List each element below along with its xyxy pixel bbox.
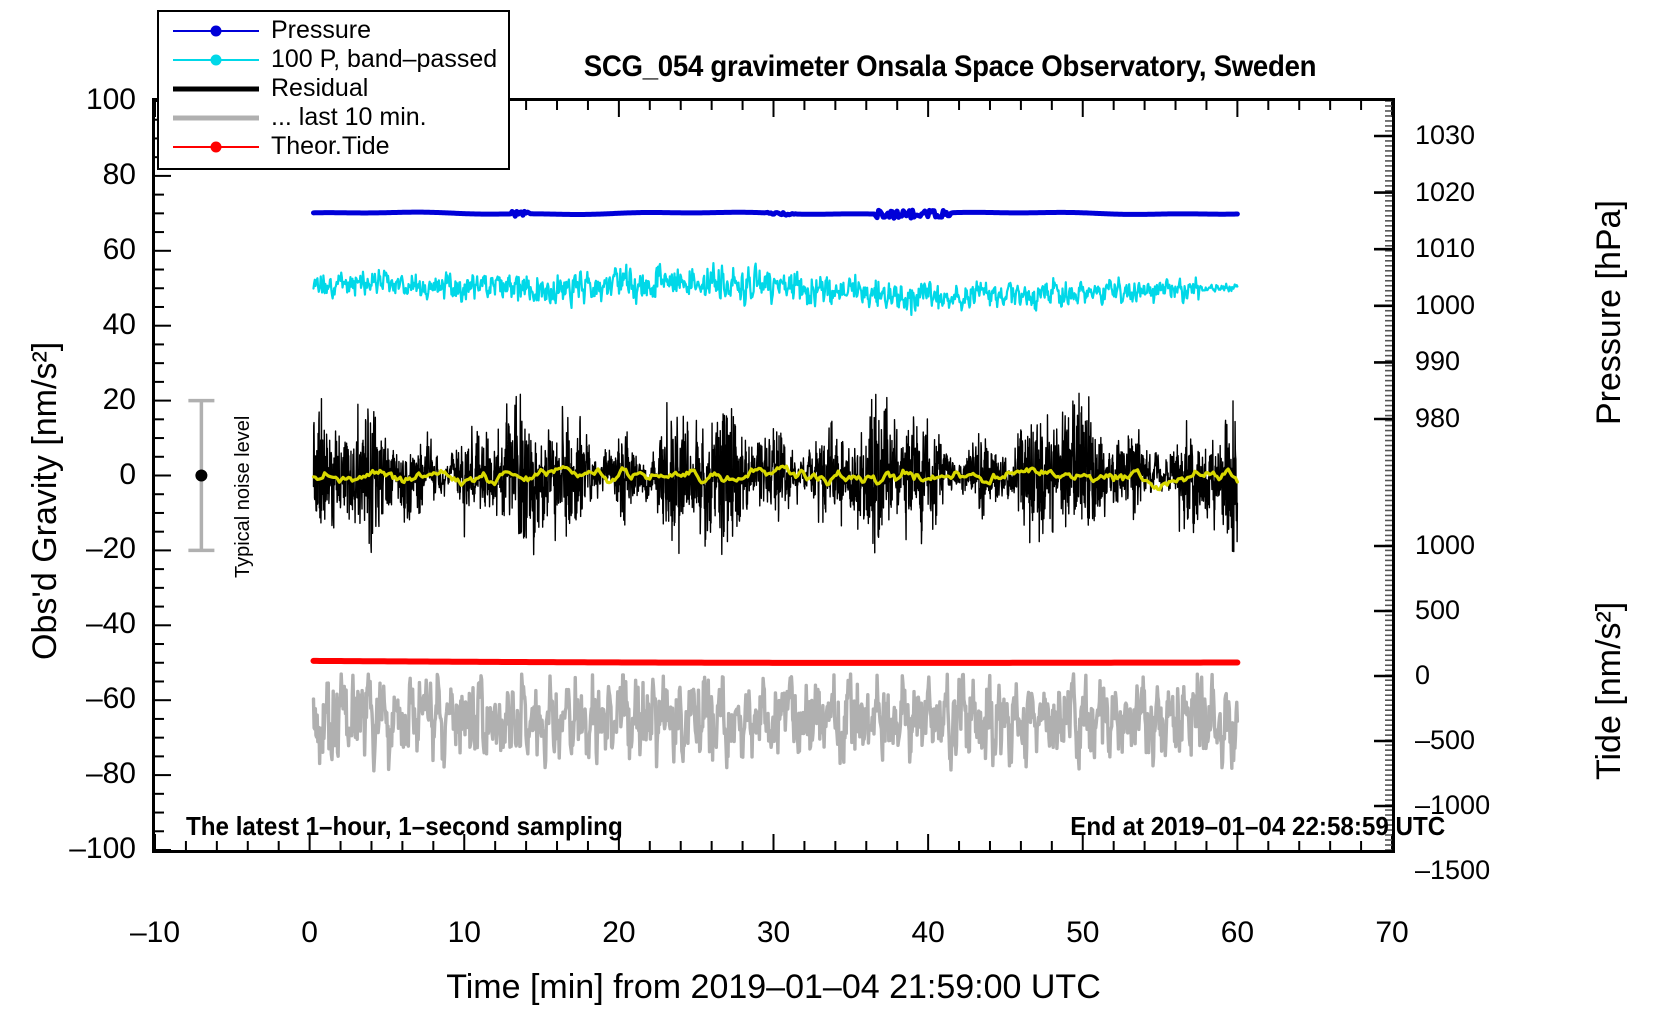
tide-tick-label: 1000 [1415,530,1476,560]
plot-canvas [155,101,1392,850]
legend-swatch-icon [173,108,259,128]
noise-level-label: Typical noise level [232,415,254,578]
pressure-tick-label: 1020 [1415,176,1476,207]
pressure-tick-label: 980 [1415,403,1461,433]
tide-tick-label: –1000 [1415,790,1491,820]
y-axis-tide-title: Tide [nm/s²] [1590,601,1628,780]
legend-swatch-icon [173,21,259,41]
y-tick-label: 60 [102,232,136,266]
legend-item: Pressure [159,16,508,45]
legend: Pressure 100 P, band–passed Residual... la… [157,10,510,170]
pressure-tick-label: 990 [1415,346,1461,377]
x-tick-label: –10 [129,916,181,949]
y-tick-label: 20 [102,382,136,416]
legend-label: Residual [271,74,369,102]
y-tick-label: –20 [85,532,136,566]
legend-label: ... last 10 min. [271,103,427,131]
y-axis-left-title: Obs'd Gravity [nm/s²] [26,341,64,660]
y-tick-label: 100 [85,83,136,116]
legend-swatch-icon [173,137,259,157]
x-tick-label: 30 [756,916,791,949]
y-axis-pressure-title: Pressure [hPa] [1590,200,1628,425]
x-tick-label: 60 [1220,916,1255,949]
pressure-tick-label: 1030 [1415,120,1476,150]
x-tick-label: 50 [1066,916,1100,949]
y-tick-label: 40 [102,307,136,341]
x-tick-label: 20 [602,916,636,949]
x-tick-label: 0 [301,916,318,949]
legend-item: 100 P, band–passed [159,45,508,74]
y-tick-label: –60 [85,682,136,716]
legend-label: 100 P, band–passed [271,45,498,73]
legend-item: Residual [159,74,508,103]
x-tick-label: 10 [447,916,481,949]
tide-tick-label: 500 [1415,595,1461,625]
y-tick-label: –100 [69,832,136,865]
legend-swatch-icon [173,50,259,70]
legend-label: Theor.Tide [271,132,390,160]
pressure-tick-label: 1000 [1415,289,1476,320]
pressure-tick-label: 1010 [1415,233,1476,264]
legend-swatch-icon [173,79,259,99]
bottom-right-note: End at 2019–01–04 22:58:59 UTC [1069,811,1445,841]
legend-label: Pressure [271,16,372,44]
y-tick-label: 0 [119,457,136,491]
tide-tick-label: –1500 [1415,855,1491,885]
y-tick-label: 80 [102,157,136,191]
bottom-left-note: The latest 1–hour, 1–second sampling [186,811,623,841]
y-tick-label: –80 [85,757,136,791]
legend-item: Theor.Tide [159,132,508,161]
x-tick-label: 70 [1375,916,1409,949]
x-tick-label: 40 [911,916,945,949]
plot-area [152,98,1395,853]
tide-tick-label: –500 [1415,725,1476,755]
page-title: SCG_054 gravimeter Onsala Space Observat… [583,50,1317,83]
tide-tick-label: 0 [1415,660,1431,690]
legend-item: ... last 10 min. [159,103,508,132]
y-tick-label: –40 [85,607,136,641]
x-axis-title: Time [min] from 2019–01–04 21:59:00 UTC [446,968,1101,1006]
